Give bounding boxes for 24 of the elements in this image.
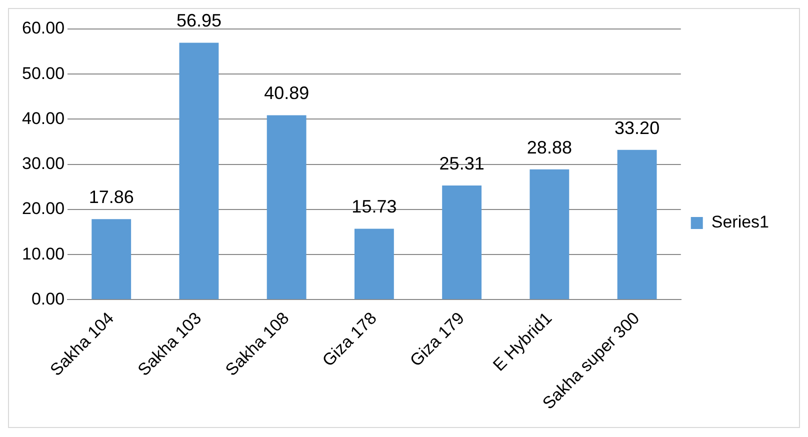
bar: [530, 169, 570, 300]
y-tick-label: 40.00: [22, 108, 65, 128]
bar: [617, 150, 657, 300]
y-tick-label: 50.00: [22, 64, 65, 83]
data-label: 17.86: [88, 187, 134, 208]
y-tick-label: 20.00: [22, 199, 65, 218]
data-label: 28.88: [526, 137, 572, 158]
bar: [266, 115, 306, 300]
x-tick-label: Giza 179: [406, 308, 468, 370]
data-label: 56.95: [176, 10, 222, 31]
data-label: 40.89: [264, 83, 310, 104]
bar: [354, 228, 394, 300]
bar: [92, 219, 132, 300]
x-tick-label: Giza 178: [318, 308, 380, 370]
y-tick-label: 10.00: [22, 244, 65, 264]
y-tick-label: 30.00: [22, 154, 65, 174]
data-label: 33.20: [614, 118, 660, 138]
data-label: 15.73: [352, 196, 397, 217]
legend-label: Series1: [711, 212, 769, 232]
y-tick-label: 60.00: [22, 18, 65, 38]
data-label: 25.31: [439, 153, 484, 174]
bar: [442, 186, 482, 300]
bar: [179, 42, 219, 300]
y-tick-label: 0.00: [31, 289, 65, 308]
